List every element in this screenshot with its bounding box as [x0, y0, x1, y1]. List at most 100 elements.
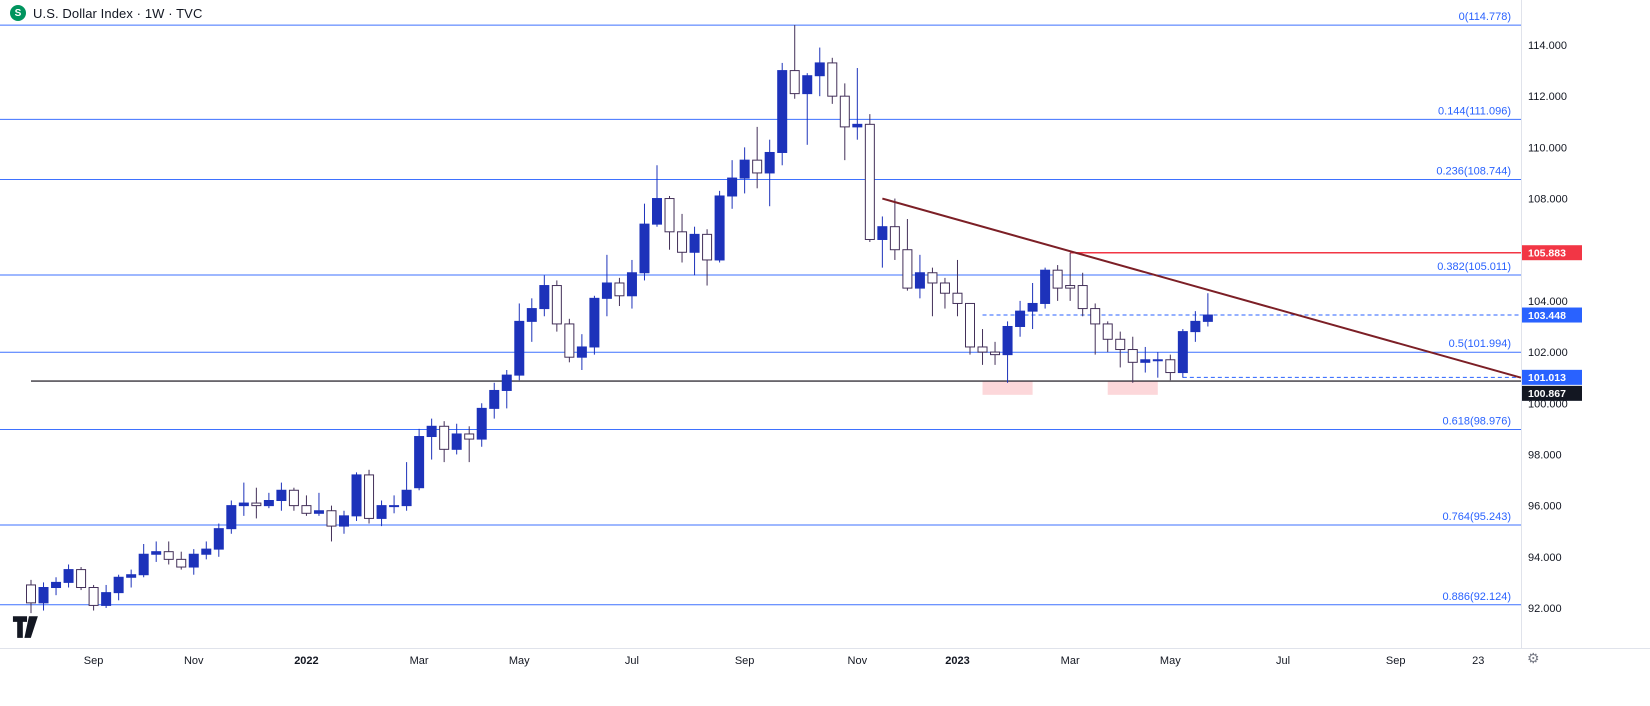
candle [990, 341, 1001, 365]
candle [389, 495, 400, 514]
candle [1077, 272, 1088, 317]
price-tick-label: 96.000 [1528, 501, 1562, 513]
candle [864, 114, 875, 243]
time-tick-label: Nov [848, 655, 868, 667]
price-badge-100.867[interactable]: 100.867 [1522, 385, 1582, 401]
candle [551, 280, 562, 332]
fib-label: 0(114.778) [1459, 11, 1511, 23]
candle [113, 574, 124, 601]
candle [501, 369, 512, 409]
price-lines [31, 251, 1521, 382]
candle [626, 259, 637, 309]
price-badge-105.883[interactable]: 105.883 [1522, 245, 1582, 261]
price-tick-label: 116.000 [1528, 0, 1567, 1]
candle [764, 139, 775, 207]
candle [827, 57, 838, 104]
fib-label: 0.144(111.096) [1438, 105, 1511, 117]
candle [802, 73, 813, 145]
time-tick-label: Jul [625, 655, 639, 667]
source-logo-icon: S [10, 5, 26, 21]
candle [401, 462, 412, 511]
candle [151, 541, 162, 562]
candle [965, 302, 975, 355]
candle [351, 472, 362, 521]
candle [26, 579, 36, 614]
price-badge-103.448[interactable]: 103.448 [1522, 307, 1582, 323]
time-tick-label: Sep [84, 655, 104, 667]
tradingview-logo-icon[interactable] [12, 615, 44, 645]
candle [589, 295, 600, 355]
support-zone[interactable] [982, 380, 1033, 395]
candle [376, 500, 387, 527]
fib-label: 0.5(101.994) [1449, 338, 1511, 350]
candle [927, 267, 938, 317]
candle [451, 423, 462, 455]
candle [664, 195, 675, 250]
fib-label: 0.764(95.243) [1443, 511, 1512, 523]
candle [339, 510, 349, 534]
candle [614, 277, 625, 307]
candle [326, 505, 337, 542]
time-tick-label: Mar [410, 655, 429, 667]
candle [1127, 336, 1138, 383]
candle [313, 492, 324, 516]
candle [1027, 282, 1038, 330]
price-tick-label: 110.000 [1528, 142, 1567, 154]
candle [852, 68, 863, 140]
candle [1090, 303, 1101, 355]
candle [464, 426, 475, 463]
candle [251, 487, 262, 519]
candle [727, 160, 738, 209]
candle [101, 584, 112, 608]
candle [1065, 252, 1076, 301]
candle [902, 219, 913, 291]
descending-trendline[interactable] [882, 197, 1522, 379]
candle [439, 421, 450, 463]
candle [276, 482, 287, 511]
candle [76, 567, 87, 591]
time-tick-label: 2022 [294, 655, 318, 667]
price-tick-label: 114.000 [1528, 40, 1567, 52]
fib-label: 0.618(98.976) [1443, 415, 1512, 427]
candle [51, 577, 62, 596]
candle [702, 229, 713, 286]
time-tick-label: 23 [1472, 655, 1484, 667]
candle [201, 541, 212, 560]
time-tick-label: Nov [184, 655, 204, 667]
price-tick-label: 112.000 [1528, 91, 1567, 103]
candle [414, 428, 425, 491]
candle [739, 147, 750, 194]
candle [977, 329, 988, 365]
candle [1102, 321, 1113, 353]
candle [226, 500, 237, 534]
candle [639, 203, 650, 281]
price-badge-101.013[interactable]: 101.013 [1522, 369, 1582, 385]
fib-retracement: 0(114.778) 0.144(111.096) 0.236(108.744) 0.… [0, 11, 1521, 606]
svg-text:105.883: 105.883 [1528, 248, 1566, 260]
time-tick-label: Mar [1061, 655, 1080, 667]
candle [689, 226, 700, 276]
time-axis[interactable]: Sep Nov 2022 Mar May Jul Sep Nov 2023 Mar May Jul Se… [84, 655, 1485, 667]
time-tick-label: Sep [735, 655, 755, 667]
candle [1202, 293, 1213, 327]
candle [489, 382, 500, 419]
candle [213, 523, 224, 557]
price-tick-label: 98.000 [1528, 449, 1562, 461]
candle [777, 62, 788, 166]
candle [126, 569, 137, 588]
time-tick-label: May [509, 655, 530, 667]
support-zone[interactable] [1107, 380, 1158, 395]
candle [514, 303, 525, 381]
candle [1190, 311, 1201, 342]
candle [914, 254, 925, 299]
candle [176, 551, 187, 570]
price-tick-label: 100.000 [1528, 398, 1568, 410]
candle [789, 25, 800, 99]
candle [714, 190, 725, 263]
price-tick-label: 94.000 [1528, 552, 1562, 564]
time-axis-settings-icon[interactable]: ⚙ [1527, 650, 1540, 666]
price-axis[interactable]: 92.000 94.000 96.000 98.000 100.000 102.000 10… [1528, 0, 1568, 615]
price-tick-label: 104.000 [1528, 296, 1568, 308]
symbol-legend[interactable]: S U.S. Dollar Index · 1W · TVC [10, 5, 202, 21]
